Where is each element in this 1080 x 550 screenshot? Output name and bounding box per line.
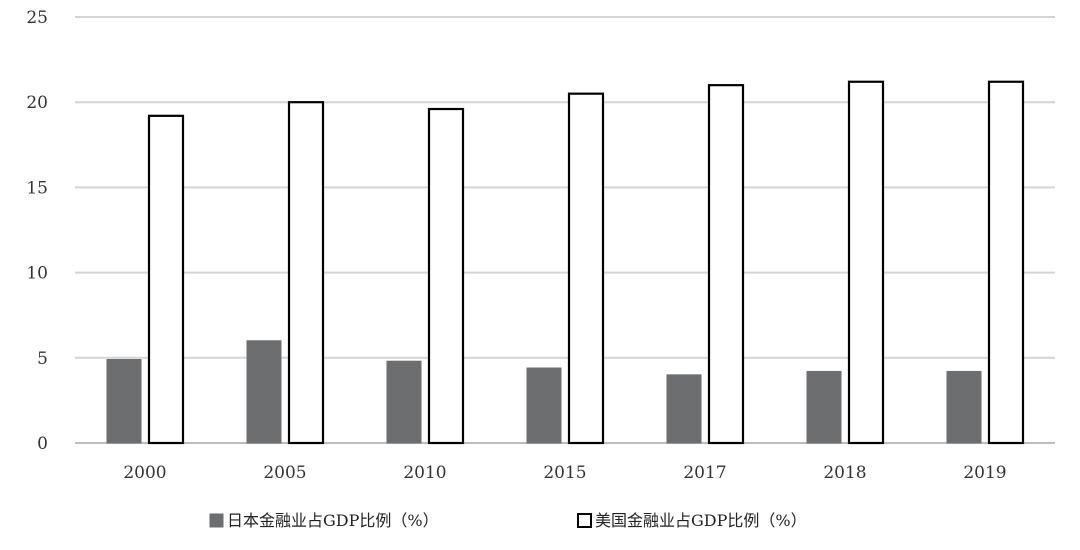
bar-usa-2005 [287,101,325,445]
x-tick-label: 2010 [403,463,446,483]
y-tick-label: 25 [26,8,48,28]
bar-usa-2015 [567,92,605,445]
y-tick-label: 20 [26,93,48,113]
legend-swatch-usa [577,513,592,528]
x-tick-label: 2017 [683,463,726,483]
bar-japan-2000 [106,359,142,444]
bar-japan-2017 [666,374,702,444]
legend-label-japan: 日本金融业占GDP比例（%） [227,511,439,530]
y-tick-label: 15 [26,178,48,198]
x-tick-label: 2005 [263,463,306,483]
bar-usa-2017 [707,84,745,445]
bar-japan-2019 [946,370,982,444]
y-tick-label: 0 [37,434,48,454]
legend-label-usa: 美国金融业占GDP比例（%） [595,511,807,530]
bar-japan-2015 [526,367,562,444]
bar-usa-2010 [427,107,465,445]
grid-lines [75,16,1055,444]
legend-swatch-japan [209,513,224,528]
x-tick-label: 2018 [823,463,866,483]
x-axis-ticks: 2000 2005 2010 2015 2017 2018 2019 [123,463,1006,483]
y-axis-ticks: 0 5 10 15 20 25 [26,8,48,454]
y-tick-label: 10 [26,264,48,284]
x-tick-label: 2015 [543,463,586,483]
bar-japan-2005 [246,340,282,444]
bar-usa-2019 [987,80,1025,445]
x-tick-label: 2000 [123,463,166,483]
legend: 日本金融业占GDP比例（%） 美国金融业占GDP比例（%） [209,511,807,530]
bar-japan-2018 [806,370,842,444]
y-tick-label: 5 [37,349,48,369]
bar-usa-2000 [147,114,185,445]
bar-japan-2010 [386,360,422,444]
bar-usa-2018 [847,80,885,445]
x-tick-label: 2019 [963,463,1006,483]
bars [106,80,1025,445]
